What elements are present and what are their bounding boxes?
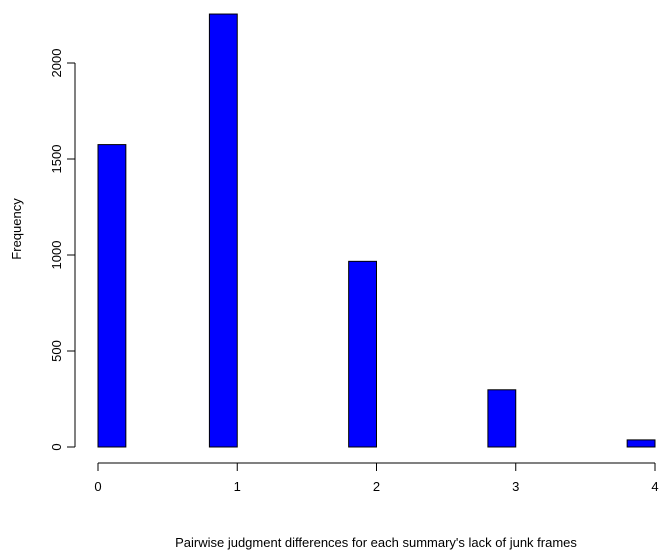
bars-group — [97, 13, 656, 448]
y-tick-label: 500 — [49, 340, 64, 362]
y-tick-label: 2000 — [49, 49, 64, 78]
histogram-bar — [626, 439, 656, 448]
histogram-bar — [97, 144, 127, 448]
x-tick-label: 3 — [512, 479, 519, 494]
y-tick-label: 1000 — [49, 241, 64, 270]
histogram-bar — [487, 389, 517, 448]
x-tick-label: 1 — [234, 479, 241, 494]
x-tick-label: 2 — [373, 479, 380, 494]
x-axis: 0 1 2 3 4 — [94, 462, 659, 494]
x-tick-label: 0 — [94, 479, 101, 494]
y-axis: 0 500 1000 1500 2000 — [49, 49, 76, 451]
y-tick-label: 0 — [49, 443, 64, 450]
y-tick-label: 1500 — [49, 145, 64, 174]
x-axis-title: Pairwise judgment differences for each s… — [175, 535, 577, 550]
histogram-bar — [208, 13, 238, 448]
y-axis-title: Frequency — [9, 198, 24, 260]
histogram-bar — [348, 260, 377, 448]
x-tick-label: 4 — [651, 479, 658, 494]
